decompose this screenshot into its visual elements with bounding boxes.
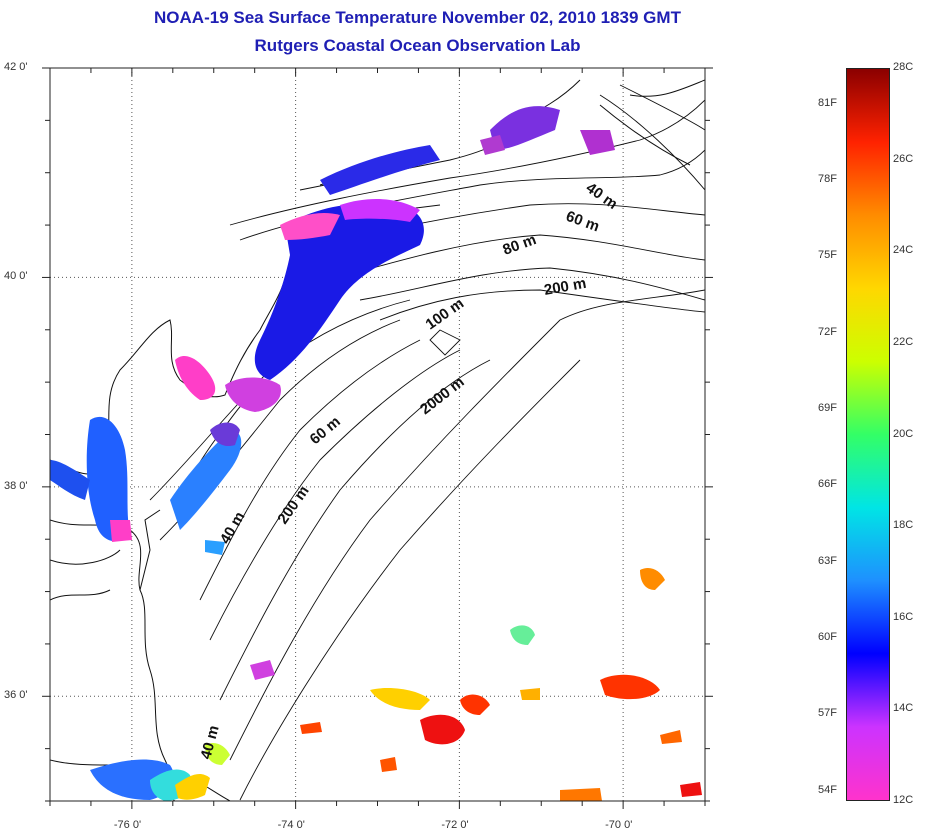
map-subtitle: Rutgers Coastal Ocean Observation Lab	[254, 36, 581, 55]
axis-ticks	[42, 67, 713, 809]
fahrenheit-label: 72F	[818, 325, 837, 338]
longitude-label: -70 0'	[605, 819, 633, 831]
fahrenheit-label: 69F	[818, 402, 837, 415]
celsius-label: 20C	[893, 427, 914, 440]
fahrenheit-label: 66F	[818, 478, 837, 491]
sst-patches	[50, 106, 702, 801]
fahrenheit-label: 63F	[818, 554, 837, 567]
celsius-label: 26C	[893, 152, 914, 165]
celsius-label: 28C	[893, 61, 914, 73]
longitude-label: -72 0'	[441, 819, 469, 831]
celsius-label: 14C	[893, 702, 914, 715]
fahrenheit-label: 81F	[818, 96, 837, 109]
latitude-label: 36 0'	[4, 689, 28, 702]
celsius-label: 16C	[893, 610, 914, 623]
fahrenheit-label: 60F	[818, 631, 837, 644]
temperature-colorbar	[846, 68, 890, 801]
fahrenheit-label: 57F	[818, 707, 837, 720]
map-title: NOAA-19 Sea Surface Temperature November…	[154, 8, 681, 27]
fahrenheit-label: 78F	[818, 172, 837, 185]
longitude-label: -74 0'	[277, 819, 305, 831]
celsius-label: 12C	[893, 794, 914, 806]
celsius-label: 24C	[893, 244, 914, 257]
celsius-label: 22C	[893, 335, 914, 348]
map-content: 40 m 60 m 80 m 200 m 100 m 2000 m 60 m 2…	[50, 79, 705, 801]
longitude-label: -76 0'	[113, 819, 142, 831]
latitude-label: 42 0'	[4, 61, 28, 73]
latitude-label: 38 0'	[4, 479, 28, 492]
fahrenheit-label: 54F	[818, 783, 837, 796]
latitude-label: 40 0'	[4, 270, 28, 283]
map-frame	[50, 68, 705, 801]
celsius-label: 18C	[893, 519, 914, 532]
fahrenheit-label: 75F	[818, 249, 837, 262]
